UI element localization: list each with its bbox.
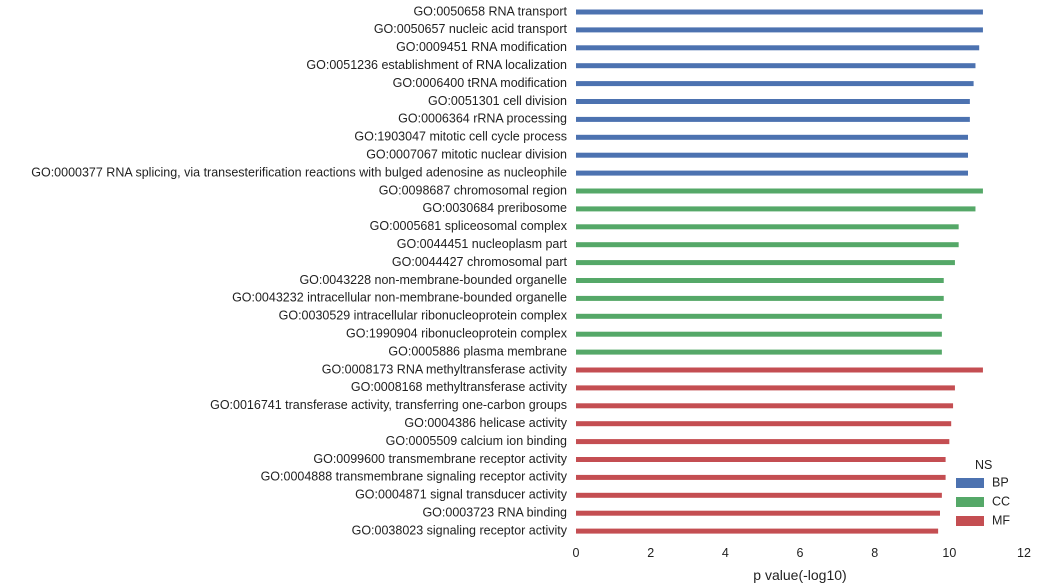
bar (576, 278, 944, 283)
category-label: GO:0030684 preribosome (422, 201, 567, 215)
category-label: GO:0000377 RNA splicing, via transesteri… (31, 165, 567, 179)
bar (576, 295, 944, 301)
category-label: GO:0007067 mitotic nuclear division (366, 147, 567, 161)
category-label: GO:0005886 plasma membrane (388, 344, 567, 358)
legend-title: NS (975, 458, 992, 472)
bar (576, 510, 940, 516)
category-label: GO:0051236 establishment of RNA localiza… (306, 58, 567, 72)
category-label: GO:0030529 intracellular ribonucleoprote… (279, 309, 568, 323)
category-label: GO:0099600 transmembrane receptor activi… (313, 452, 567, 466)
category-labels: GO:0050658 RNA transport GO:0050657 nucle… (31, 4, 567, 537)
x-tick-label: 8 (871, 546, 878, 560)
category-label: GO:0050658 RNA transport (413, 4, 567, 18)
bar (576, 81, 974, 87)
bar (576, 349, 942, 355)
bar (576, 260, 955, 266)
bar (576, 242, 959, 248)
category-label: GO:0008168 methyltransferase activity (351, 380, 568, 394)
bar (576, 421, 952, 427)
legend-label: CC (992, 494, 1010, 508)
category-label: GO:0043232 intracellular non-membrane-bo… (232, 291, 567, 305)
category-label: GO:0004871 signal transducer activity (355, 488, 568, 502)
category-label: GO:0006400 tRNA modification (393, 76, 567, 90)
category-label: GO:0038023 signaling receptor activity (352, 523, 568, 537)
bar (576, 27, 983, 33)
bar (576, 63, 976, 69)
x-tick-label: 4 (722, 546, 729, 560)
category-label: GO:0009451 RNA modification (396, 40, 567, 54)
bar (576, 474, 946, 480)
bar (576, 403, 954, 409)
bar (576, 188, 983, 194)
category-label: GO:0051301 cell division (428, 94, 567, 108)
bar (576, 152, 968, 158)
bar (576, 313, 942, 319)
x-tick-label: 0 (573, 546, 580, 560)
category-label: GO:1903047 mitotic cell cycle process (354, 130, 567, 144)
category-label: GO:0044451 nucleoplasm part (397, 237, 568, 251)
x-tick-label: 10 (942, 546, 956, 560)
legend-swatch (956, 478, 984, 488)
legend-label: MF (992, 513, 1010, 527)
bar (576, 170, 968, 176)
category-label: GO:0008173 RNA methyltransferase activit… (322, 362, 568, 376)
legend-label: BP (992, 475, 1009, 489)
category-label: GO:0004386 helicase activity (404, 416, 567, 430)
category-label: GO:0005509 calcium ion binding (386, 434, 567, 448)
bar (576, 528, 939, 534)
category-label: GO:0006364 rRNA processing (398, 112, 567, 126)
x-tick-label: 6 (797, 546, 804, 560)
bar (576, 224, 959, 230)
bar (576, 385, 955, 391)
legend: NS BP CC MF (956, 458, 1010, 527)
bar (576, 331, 942, 337)
category-label: GO:1990904 ribonucleoprotein complex (346, 326, 568, 340)
category-label: GO:0005681 spliceosomal complex (370, 219, 568, 233)
category-label: GO:0043228 non-membrane-bounded organell… (299, 273, 567, 287)
bar (576, 367, 983, 373)
legend-items: BP CC MF (956, 475, 1010, 527)
x-tick-label: 12 (1017, 546, 1031, 560)
bar (576, 9, 983, 15)
bar (576, 99, 970, 104)
bar (576, 134, 968, 140)
x-axis-ticks: 0 2 4 6 8 10 12 (573, 546, 1031, 560)
bars (576, 9, 983, 534)
bar (576, 116, 970, 122)
category-label: GO:0098687 chromosomal region (379, 183, 567, 197)
category-label: GO:0050657 nucleic acid transport (374, 22, 568, 36)
category-label: GO:0004888 transmembrane signaling recep… (261, 470, 568, 484)
legend-swatch (956, 516, 984, 526)
x-tick-label: 2 (647, 546, 654, 560)
bar (576, 457, 946, 462)
category-label: GO:0016741 transferase activity, transfe… (210, 398, 567, 412)
x-axis-label: p value(-log10) (753, 567, 846, 583)
category-label: GO:0044427 chromosomal part (392, 255, 568, 269)
bar (576, 439, 950, 445)
bar (576, 206, 976, 212)
category-label: GO:0003723 RNA binding (422, 505, 567, 519)
legend-swatch (956, 497, 984, 507)
bar (576, 45, 980, 51)
bar (576, 492, 942, 498)
